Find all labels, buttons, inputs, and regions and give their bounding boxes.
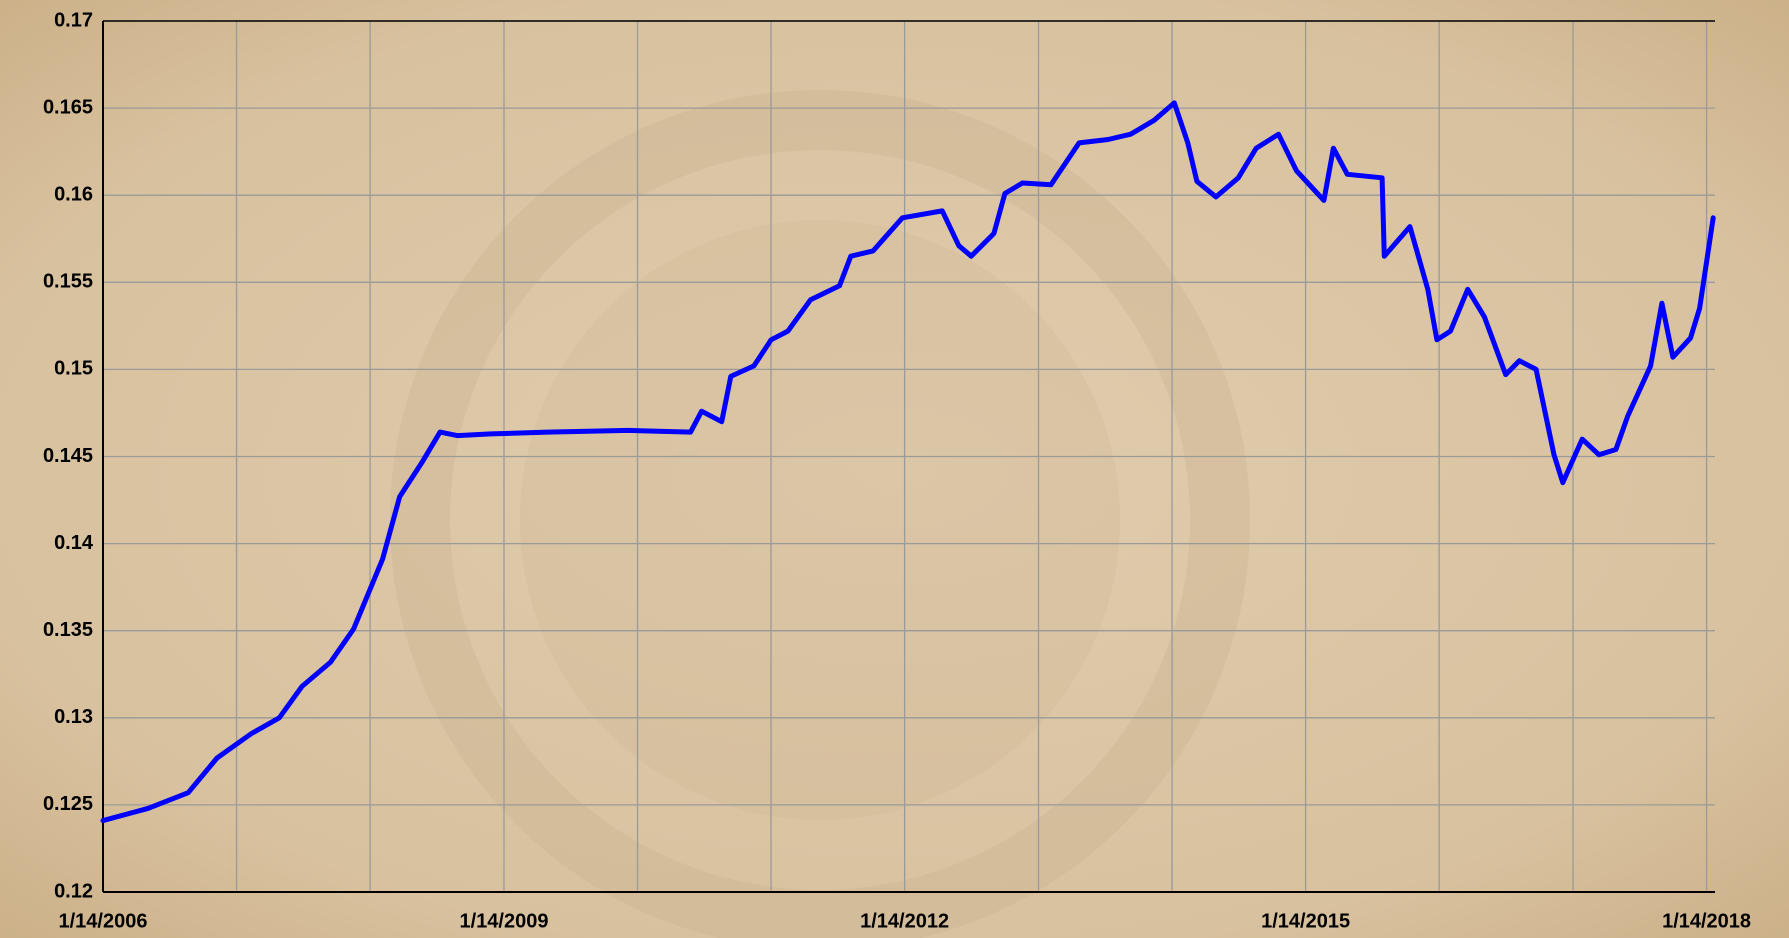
y-tick-label: 0.125 <box>43 793 93 815</box>
y-tick-label: 0.12 <box>54 880 93 902</box>
y-tick-label: 0.17 <box>54 9 93 31</box>
x-tick-label: 1/14/2018 <box>1662 910 1751 932</box>
y-tick-label: 0.14 <box>54 532 94 554</box>
background-ornament <box>390 90 1250 938</box>
y-tick-label: 0.16 <box>54 183 93 205</box>
x-tick-label: 1/14/2006 <box>59 910 148 932</box>
x-tick-label: 1/14/2009 <box>459 910 548 932</box>
y-tick-label: 0.13 <box>54 706 93 728</box>
y-tick-label: 0.165 <box>43 96 93 118</box>
y-tick-label: 0.145 <box>43 445 93 467</box>
y-tick-label: 0.135 <box>43 619 93 641</box>
y-tick-label: 0.15 <box>54 358 93 380</box>
data-line <box>100 100 1716 824</box>
background-ornament <box>520 220 1120 820</box>
y-tick-label: 0.155 <box>43 271 93 293</box>
x-tick-label: 1/14/2015 <box>1261 910 1350 932</box>
x-tick-label: 1/14/2012 <box>860 910 949 932</box>
